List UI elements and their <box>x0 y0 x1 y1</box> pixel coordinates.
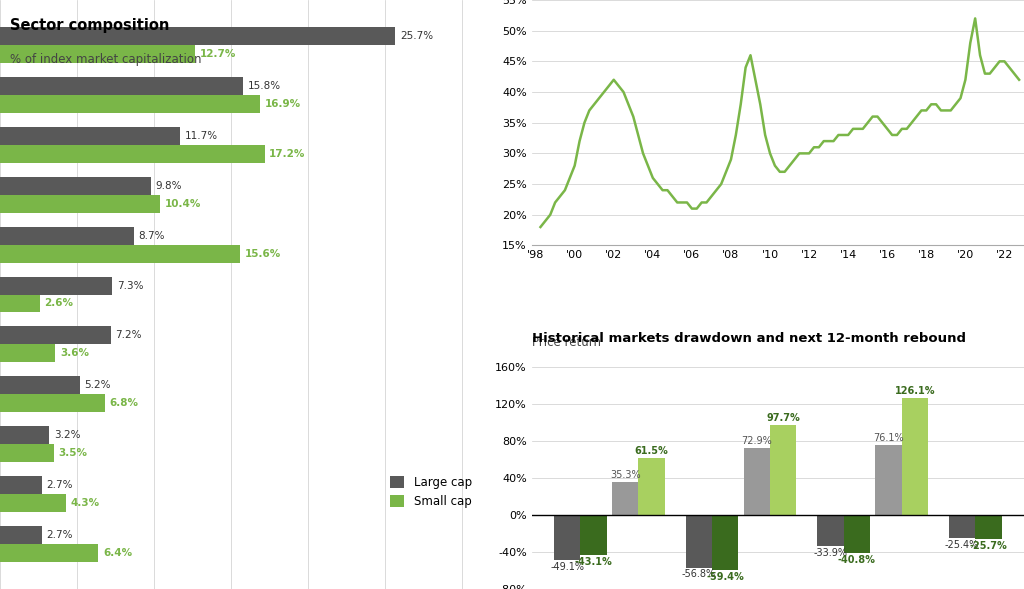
Text: Price return: Price return <box>531 336 601 349</box>
Text: 11.7%: 11.7% <box>184 131 218 141</box>
Text: 3.6%: 3.6% <box>60 349 89 359</box>
Bar <box>0 345 55 362</box>
Text: -43.1%: -43.1% <box>574 557 612 567</box>
Bar <box>0 526 42 544</box>
Text: 35.3%: 35.3% <box>610 471 640 481</box>
Bar <box>638 458 665 515</box>
Text: 3.2%: 3.2% <box>54 431 80 441</box>
Text: -25.4%: -25.4% <box>945 540 979 550</box>
Bar <box>0 544 98 562</box>
Text: 6.8%: 6.8% <box>110 398 138 408</box>
Bar <box>612 482 638 515</box>
Text: 3.5%: 3.5% <box>58 448 87 458</box>
Text: 2.7%: 2.7% <box>46 530 73 540</box>
Bar <box>712 515 738 570</box>
Text: 5.2%: 5.2% <box>85 380 112 391</box>
Bar <box>0 395 104 412</box>
Bar <box>0 326 111 345</box>
Text: 25.7%: 25.7% <box>400 31 433 41</box>
Text: 7.3%: 7.3% <box>117 280 143 290</box>
Bar <box>0 127 180 145</box>
Bar <box>0 177 151 194</box>
Bar <box>0 426 49 444</box>
Text: -56.8%: -56.8% <box>682 570 716 580</box>
Bar <box>581 515 607 555</box>
Bar <box>0 77 243 95</box>
Text: 61.5%: 61.5% <box>635 446 669 456</box>
Text: 16.9%: 16.9% <box>264 99 301 109</box>
Bar <box>0 145 264 163</box>
Text: Historical markets drawdown and next 12-month rebound: Historical markets drawdown and next 12-… <box>531 332 966 345</box>
Bar <box>0 276 113 294</box>
Text: 97.7%: 97.7% <box>766 413 800 423</box>
Bar <box>770 425 797 515</box>
Bar <box>0 27 395 45</box>
Bar <box>743 448 770 515</box>
Text: 7.2%: 7.2% <box>116 330 142 340</box>
Bar <box>876 445 901 515</box>
Bar <box>844 515 870 552</box>
Text: -33.9%: -33.9% <box>813 548 848 558</box>
Bar <box>0 444 54 462</box>
Bar <box>0 244 240 263</box>
Text: 12.7%: 12.7% <box>200 49 237 59</box>
Bar <box>0 194 160 213</box>
Bar <box>817 515 844 547</box>
Bar <box>0 45 196 63</box>
Bar <box>0 494 67 512</box>
Text: 72.9%: 72.9% <box>741 436 772 446</box>
Bar <box>0 95 260 112</box>
Bar <box>0 227 134 244</box>
Bar <box>975 515 1001 539</box>
Text: -49.1%: -49.1% <box>550 562 585 573</box>
Text: 15.8%: 15.8% <box>248 81 281 91</box>
Text: 2.7%: 2.7% <box>46 480 73 490</box>
Text: 76.1%: 76.1% <box>873 433 904 443</box>
Text: 126.1%: 126.1% <box>895 386 935 396</box>
Text: -25.7%: -25.7% <box>970 541 1008 551</box>
Text: 15.6%: 15.6% <box>245 249 281 259</box>
Text: -40.8%: -40.8% <box>838 555 876 565</box>
Text: 6.4%: 6.4% <box>103 548 132 558</box>
Bar <box>686 515 712 568</box>
Text: 2.6%: 2.6% <box>45 299 74 309</box>
Text: Sector composition: Sector composition <box>10 18 170 32</box>
Bar <box>901 398 928 515</box>
Text: % of index market capitalization: % of index market capitalization <box>10 53 202 66</box>
Bar <box>0 477 42 494</box>
Bar <box>0 294 40 313</box>
Text: 8.7%: 8.7% <box>138 230 165 240</box>
Text: 4.3%: 4.3% <box>71 498 100 508</box>
Text: 9.8%: 9.8% <box>156 181 182 191</box>
Bar <box>949 515 975 538</box>
Text: 17.2%: 17.2% <box>269 148 305 158</box>
Bar <box>0 376 80 395</box>
Text: 10.4%: 10.4% <box>165 198 201 209</box>
Bar <box>554 515 581 560</box>
Legend: Large cap, Small cap: Large cap, Small cap <box>385 471 476 512</box>
Text: -59.4%: -59.4% <box>707 572 744 582</box>
